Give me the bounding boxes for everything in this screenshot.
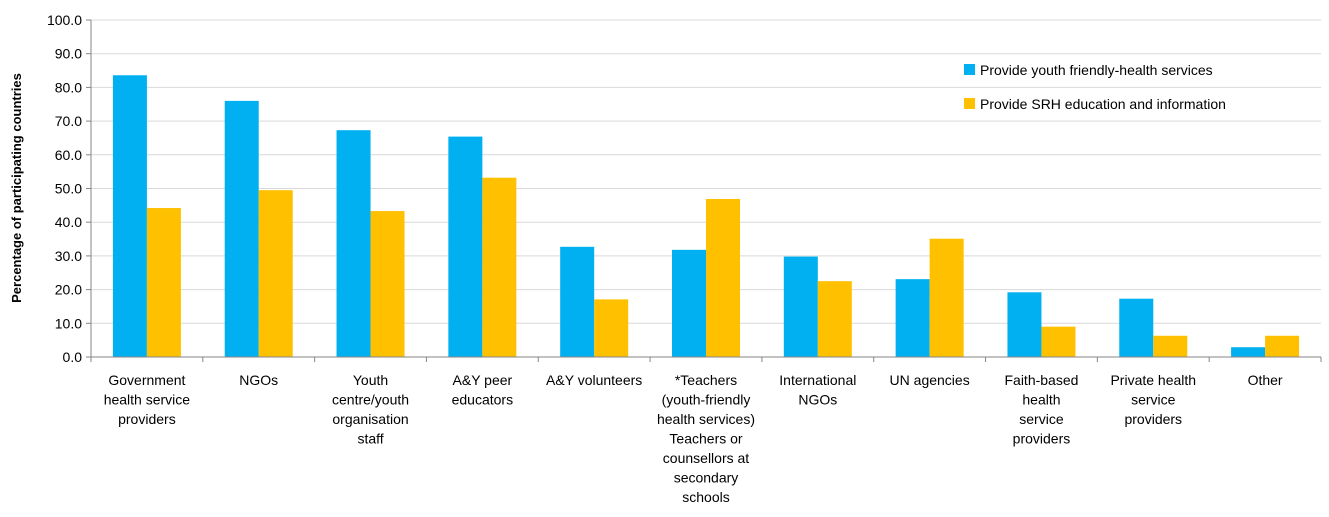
y-tick-label: 0.0 xyxy=(63,349,83,365)
y-tick-label: 10.0 xyxy=(55,315,82,331)
x-category-label: NGOs xyxy=(239,372,278,388)
x-category-label: A&Y peer educators xyxy=(452,372,513,408)
x-category-label: Government health service providers xyxy=(104,372,191,427)
bar-series-1 xyxy=(895,279,930,357)
y-tick-label: 40.0 xyxy=(55,214,82,230)
bar-series-2 xyxy=(706,198,740,357)
y-tick-label: 100.0 xyxy=(47,12,82,28)
bar-series-1 xyxy=(1119,298,1154,357)
bar-series-2 xyxy=(146,208,181,357)
y-tick-label: 60.0 xyxy=(55,147,82,163)
y-axis-label: Percentage of participating countries xyxy=(9,73,24,303)
y-tick-label: 20.0 xyxy=(55,282,82,298)
legend: Provide youth friendly-health services Pr… xyxy=(964,62,1226,112)
bar-series-1 xyxy=(560,246,595,357)
bar-series-1 xyxy=(224,100,259,357)
bar-series-2 xyxy=(258,190,293,357)
bar-series-1 xyxy=(1007,292,1042,357)
x-category-label: Faith-based health service providers xyxy=(1004,372,1078,447)
x-category-label: Private health service providers xyxy=(1110,372,1196,427)
x-category-label: Youth centre/youth organisation staff xyxy=(332,372,409,447)
bar-series-2 xyxy=(1265,335,1300,357)
gridlines xyxy=(91,19,1321,324)
bar-series-2 xyxy=(482,177,517,357)
legend-label: Provide youth friendly-health services xyxy=(980,62,1213,78)
x-category-label: Other xyxy=(1248,372,1283,388)
bar-series-2 xyxy=(929,238,964,357)
bar-series-1 xyxy=(783,256,818,357)
bar-series-2 xyxy=(594,299,629,357)
bar-series-2 xyxy=(1041,326,1076,357)
bar-series-1 xyxy=(448,136,483,357)
bar-series-2 xyxy=(1153,335,1188,357)
bar-series-1 xyxy=(672,249,706,357)
legend-swatch xyxy=(964,98,975,109)
x-axis-category-labels: Government health service providers NGOs You… xyxy=(104,372,1283,505)
legend-label: Provide SRH education and information xyxy=(980,96,1226,112)
y-tick-label: 30.0 xyxy=(55,248,82,264)
legend-swatch xyxy=(964,64,975,75)
y-tick-label: 50.0 xyxy=(55,181,82,197)
y-tick-label: 90.0 xyxy=(55,46,82,62)
y-tick-label: 80.0 xyxy=(55,79,82,95)
x-category-label: International NGOs xyxy=(779,372,856,408)
y-axis-ticks: 0.0 10.0 20.0 30.0 40.0 50.0 60.0 70.0 80.0 90.0 1… xyxy=(47,12,91,365)
x-category-label: A&Y volunteers xyxy=(546,372,642,388)
bar-series-1 xyxy=(112,75,147,357)
bar-series-1 xyxy=(1231,347,1266,357)
y-tick-label: 70.0 xyxy=(55,113,82,129)
bars xyxy=(112,75,1300,357)
axes xyxy=(90,20,1322,362)
x-category-label: UN agencies xyxy=(890,372,970,388)
bar-series-1 xyxy=(336,130,371,357)
x-category-label: *Teachers (youth-friendly health services)… xyxy=(657,372,755,505)
bar-series-2 xyxy=(370,211,405,357)
bar-series-2 xyxy=(817,281,852,357)
